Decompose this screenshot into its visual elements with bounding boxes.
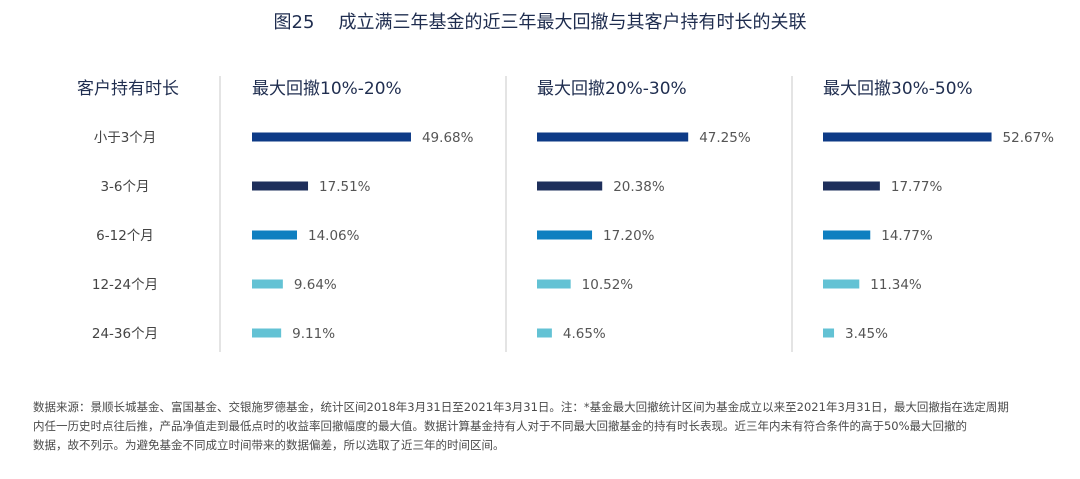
footnote-line: 数据，故不列示。为避免基金不同成立时间带来的数据偏差，所以选取了近三年的时间区间… bbox=[33, 438, 505, 452]
bar bbox=[252, 132, 411, 142]
data-label: 9.64% bbox=[294, 277, 337, 293]
figure-title-text: 成立满三年基金的近三年最大回撤与其客户持有时长的关联 bbox=[338, 12, 807, 33]
panel-title: 最大回撤10%-20% bbox=[252, 79, 402, 99]
bar bbox=[537, 181, 603, 191]
bar bbox=[252, 181, 309, 191]
footnote-line: 内任一历史时点往后推，产品净值走到最低点时的收益率回撤幅度的最大值。数据计算基金… bbox=[33, 419, 968, 433]
panel-title: 最大回撤20%-30% bbox=[537, 79, 687, 99]
chart-title: 图25 成立满三年基金的近三年最大回撤与其客户持有时长的关联 bbox=[0, 8, 1080, 34]
category-label: 6-12个月 bbox=[96, 228, 154, 244]
data-label: 20.38% bbox=[613, 179, 665, 195]
category-label: 小于3个月 bbox=[94, 130, 157, 146]
bar bbox=[252, 328, 282, 338]
bar bbox=[252, 279, 283, 289]
row-header: 客户持有时长 bbox=[77, 79, 179, 99]
bar bbox=[537, 132, 689, 142]
bar bbox=[823, 132, 992, 142]
data-label: 14.06% bbox=[308, 228, 360, 244]
bar bbox=[252, 230, 297, 240]
data-label: 17.51% bbox=[319, 179, 371, 195]
data-label: 10.52% bbox=[582, 277, 634, 293]
figure-number: 图25 bbox=[273, 12, 315, 33]
data-label: 47.25% bbox=[699, 130, 751, 146]
data-label: 11.34% bbox=[870, 277, 922, 293]
data-label: 4.65% bbox=[563, 326, 606, 342]
data-label: 52.67% bbox=[1003, 130, 1055, 146]
bar bbox=[537, 279, 571, 289]
bar bbox=[823, 230, 871, 240]
bar bbox=[823, 279, 860, 289]
category-label: 12-24个月 bbox=[92, 277, 158, 293]
data-label: 17.20% bbox=[603, 228, 655, 244]
data-label: 17.77% bbox=[891, 179, 943, 195]
data-label: 3.45% bbox=[845, 326, 888, 342]
bar bbox=[823, 328, 835, 338]
data-label: 49.68% bbox=[422, 130, 474, 146]
data-label: 9.11% bbox=[292, 326, 335, 342]
category-label: 24-36个月 bbox=[92, 326, 158, 342]
panel-title: 最大回撤30%-50% bbox=[823, 79, 973, 99]
bar bbox=[537, 230, 593, 240]
category-label: 3-6个月 bbox=[100, 179, 149, 195]
footnote-line: 数据来源：景顺长城基金、富国基金、交银施罗德基金，统计区间2018年3月31日至… bbox=[33, 400, 1009, 414]
bar bbox=[823, 181, 880, 191]
footnote: 数据来源：景顺长城基金、富国基金、交银施罗德基金，统计区间2018年3月31日至… bbox=[33, 398, 1058, 455]
bar bbox=[537, 328, 552, 338]
data-label: 14.77% bbox=[881, 228, 933, 244]
